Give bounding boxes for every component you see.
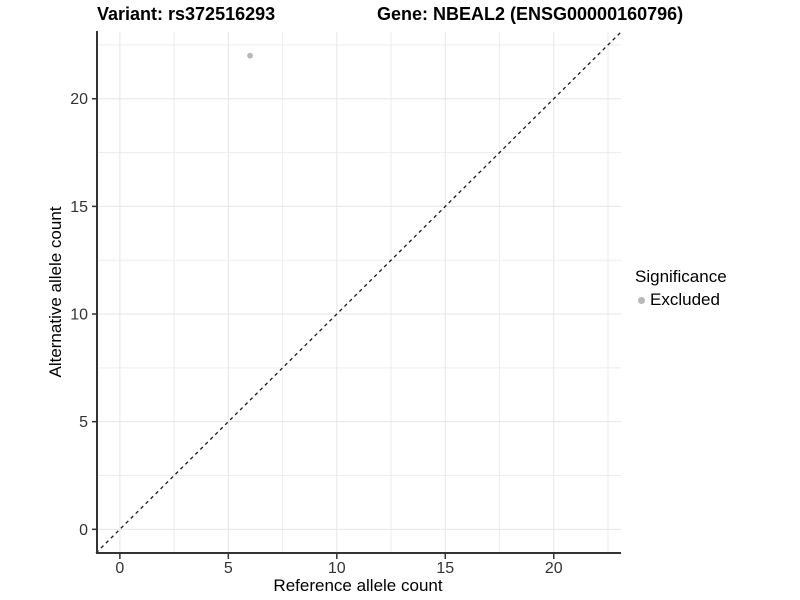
excluded-point-icon [638,296,645,304]
legend: Significance Excluded [635,267,727,310]
x-tick-label: 20 [545,560,563,577]
x-tick-label: 15 [436,560,454,577]
y-tick-label: 20 [70,91,88,108]
y-tick-label: 15 [70,199,88,216]
identity-reference-line [95,31,622,554]
x-tick-label: 5 [224,560,233,577]
y-axis-title: Alternative allele count [46,206,65,378]
x-axis-title: Reference allele count [273,576,443,595]
legend-item-excluded: Excluded [635,290,727,310]
data-point-excluded [247,52,253,59]
gene-title: Gene: NBEAL2 (ENSG00000160796) [377,4,684,24]
y-tick-label: 5 [79,414,88,431]
x-tick-label: 0 [115,560,124,577]
legend-title: Significance [635,267,727,286]
y-tick-label: 0 [79,522,88,539]
x-tick-label: 10 [328,560,346,577]
legend-item-label: Excluded [650,290,720,309]
variant-title: Variant: rs372516293 [97,4,276,24]
y-tick-label: 10 [70,307,88,324]
